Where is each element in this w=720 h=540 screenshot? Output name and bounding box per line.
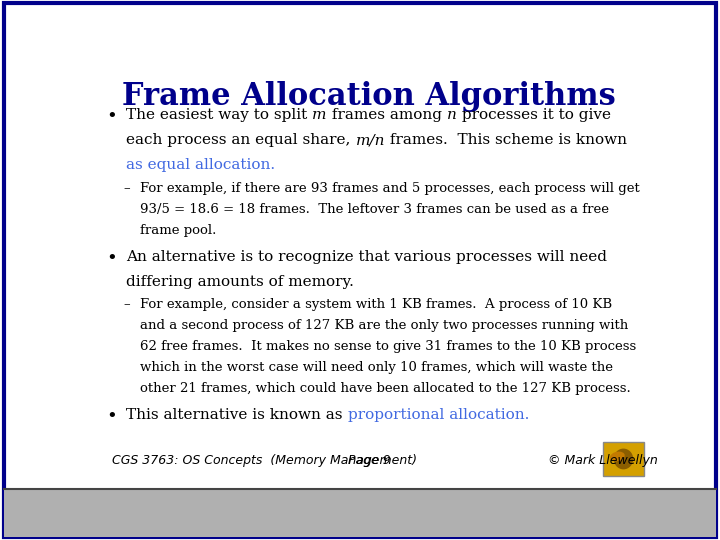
Text: This alternative is known as: This alternative is known as [126,408,348,422]
Text: Page 9: Page 9 [348,454,390,467]
Text: The easiest way to split: The easiest way to split [126,109,312,123]
Text: frame pool.: frame pool. [140,224,217,237]
Text: CGS 3763: OS Concepts  (Memory Management): CGS 3763: OS Concepts (Memory Management… [112,454,418,467]
Text: m/n: m/n [356,133,385,147]
Text: processes it to give: processes it to give [456,109,611,123]
Ellipse shape [613,449,633,469]
Text: For example, consider a system with 1 KB frames.  A process of 10 KB: For example, consider a system with 1 KB… [140,299,612,312]
Text: other 21 frames, which could have been allocated to the 127 KB process.: other 21 frames, which could have been a… [140,382,631,395]
Text: •: • [107,109,117,126]
Ellipse shape [610,451,625,461]
Text: For example, if there are 93 frames and 5 processes, each process will get: For example, if there are 93 frames and … [140,182,640,195]
Text: Frame Allocation Algorithms: Frame Allocation Algorithms [122,82,616,112]
Text: © Mark Llewellyn: © Mark Llewellyn [547,454,657,467]
Text: An alternative is to recognize that various processes will need: An alternative is to recognize that vari… [126,250,607,264]
Text: differing amounts of memory.: differing amounts of memory. [126,275,354,289]
Text: each process an equal share,: each process an equal share, [126,133,356,147]
Text: 93/5 = 18.6 = 18 frames.  The leftover 3 frames can be used as a free: 93/5 = 18.6 = 18 frames. The leftover 3 … [140,203,609,216]
Text: m: m [312,109,327,123]
Text: proportional allocation.: proportional allocation. [348,408,529,422]
Bar [603,442,644,476]
Text: –: – [124,182,130,195]
Text: as equal allocation.: as equal allocation. [126,158,275,172]
Text: •: • [107,250,117,268]
Text: –: – [124,299,130,312]
Text: frames.  This scheme is known: frames. This scheme is known [385,133,627,147]
Text: 62 free frames.  It makes no sense to give 31 frames to the 10 KB process: 62 free frames. It makes no sense to giv… [140,340,636,353]
Text: which in the worst case will need only 10 frames, which will waste the: which in the worst case will need only 1… [140,361,613,374]
Text: •: • [107,408,117,426]
Text: and a second process of 127 KB are the only two processes running with: and a second process of 127 KB are the o… [140,319,629,332]
Text: frames among: frames among [327,109,447,123]
Text: n: n [447,109,456,123]
